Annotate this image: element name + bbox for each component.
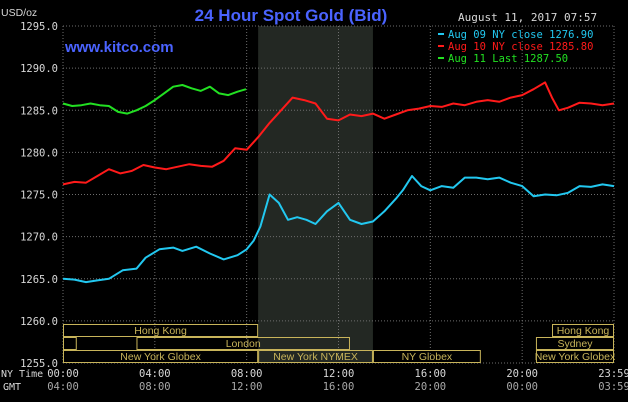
x-tick-label-gmt: 03:59 [598,381,628,393]
session-box [535,350,614,363]
x-tick-label-ny: 23:59 [598,368,628,380]
x-tick-label-gmt: 16:00 [323,381,355,393]
x-tick-label-gmt: 08:00 [139,381,171,393]
session-label: London [226,338,261,350]
x-tick-label-gmt: 20:00 [415,381,447,393]
y-tick-label: 1265.0 [20,274,58,286]
x-tick-label-ny: 00:00 [47,368,79,380]
series-line-aug10 [62,81,615,186]
y-tick-label: 1280.0 [20,147,58,159]
y-tick-label: 1270.0 [20,232,58,244]
gmt-row-label: GMT [3,382,21,393]
legend-label-aug10: Aug 10 NY close 1285.80 [448,41,593,53]
series-line-aug11 [62,84,247,115]
session-box [63,350,259,363]
y-tick-label: 1295.0 [20,21,58,33]
x-tick-label-ny: 08:00 [231,368,263,380]
y-tick-label: 1275.0 [20,190,58,202]
session-label: Sydney [557,338,593,350]
session-box [258,350,373,363]
x-tick-label-gmt: 12:00 [231,381,263,393]
x-tick-label-gmt: 04:00 [47,381,79,393]
series-line-aug09 [62,175,615,284]
x-tick-label-ny: 04:00 [139,368,171,380]
session-box [136,337,350,350]
session-box [552,324,615,337]
legend: Aug 09 NY close 1276.90 Aug 10 NY close … [438,29,593,65]
brand-link[interactable]: www.kitco.com [64,39,174,56]
session-label: New York Globex [120,351,201,363]
y-tick-label: 1260.0 [20,316,58,328]
session-box [63,324,259,337]
session-box [372,350,481,363]
x-tick-label-ny: 20:00 [506,368,538,380]
y-axis-unit-label: USD/oz [1,7,37,19]
session-label: Hong Kong [134,325,187,337]
y-tick-label: 1290.0 [20,63,58,75]
chart-date: August 11, 2017 07:57 [458,11,597,24]
y-tick-label: 1255.0 [20,358,58,370]
session-box [535,337,614,350]
x-tick-label-gmt: 00:00 [506,381,538,393]
chart-title: 24 Hour Spot Gold (Bid) [195,6,388,25]
session-box [63,337,77,350]
y-tick-label: 1285.0 [20,105,58,117]
x-tick-label-ny: 16:00 [415,368,447,380]
legend-label-aug11: Aug 11 Last 1287.50 [448,53,568,65]
legend-label-aug09: Aug 09 NY close 1276.90 [448,29,593,41]
x-tick-label-ny: 12:00 [323,368,355,380]
session-label: Hong Kong [557,325,610,337]
session-label: NY Globex [402,351,453,363]
session-label: New York NYMEX [273,351,358,363]
ny-time-row-label: NY Time [1,369,43,380]
session-label: New York Globex [535,351,616,363]
